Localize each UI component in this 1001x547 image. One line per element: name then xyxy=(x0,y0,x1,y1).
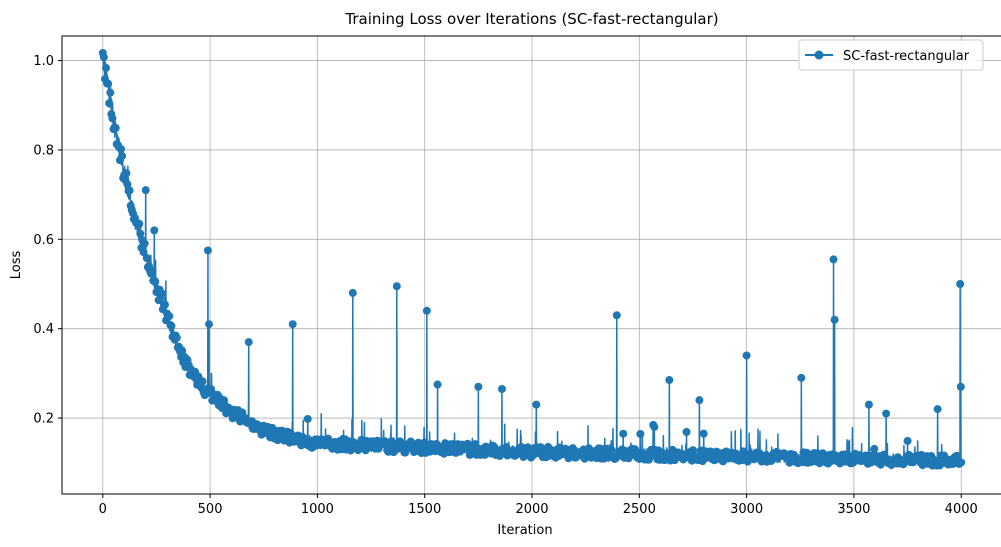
data-point xyxy=(135,219,144,228)
y-tick-label: 0.8 xyxy=(33,143,54,158)
data-point xyxy=(644,455,653,464)
data-point xyxy=(157,289,166,298)
data-point xyxy=(102,63,110,72)
series-markers xyxy=(98,48,966,470)
data-point xyxy=(390,447,399,456)
spike-point xyxy=(665,376,674,385)
y-axis-ticks: 0.2 0.4 0.6 0.8 1.0 xyxy=(33,54,62,427)
series-layer xyxy=(98,48,966,470)
spike-point xyxy=(612,311,621,320)
x-tick-label: 3000 xyxy=(730,502,763,517)
spike-point xyxy=(829,255,838,264)
data-point xyxy=(903,436,912,445)
data-point xyxy=(870,444,879,453)
spike-point xyxy=(742,351,751,360)
x-tick-label: 3500 xyxy=(837,502,870,517)
spike-point xyxy=(933,405,942,414)
spike-point xyxy=(864,400,873,409)
y-axis-label: Loss xyxy=(9,251,24,280)
x-tick-label: 2000 xyxy=(515,502,548,517)
data-point xyxy=(607,445,616,454)
spike-point xyxy=(288,320,297,329)
spike-point xyxy=(532,400,541,409)
spike-point xyxy=(348,288,357,297)
data-point xyxy=(161,300,170,309)
y-tick-label: 0.6 xyxy=(33,233,54,248)
spike-point xyxy=(244,338,253,347)
data-point xyxy=(148,269,157,278)
x-tick-label: 4000 xyxy=(945,502,978,517)
data-point xyxy=(125,186,134,195)
data-point xyxy=(178,346,187,355)
data-point xyxy=(106,88,115,97)
data-point xyxy=(699,429,708,438)
spike-point xyxy=(203,246,212,255)
data-point xyxy=(140,239,149,248)
data-point xyxy=(650,422,659,431)
data-point xyxy=(682,427,691,436)
legend: SC-fast-rectangular xyxy=(798,39,984,71)
y-tick-label: 0.2 xyxy=(33,412,54,427)
spike-point xyxy=(474,382,483,391)
data-point xyxy=(122,169,131,178)
data-point xyxy=(139,248,148,257)
x-tick-label: 1000 xyxy=(301,502,334,517)
legend-marker xyxy=(814,50,824,60)
spike-point xyxy=(956,279,965,288)
data-point xyxy=(876,460,885,469)
data-point xyxy=(123,180,132,189)
data-point xyxy=(165,312,174,321)
spike-point xyxy=(422,306,431,315)
spike-point xyxy=(797,373,806,382)
spike-point xyxy=(141,186,150,195)
data-point xyxy=(118,152,127,161)
grid-lines xyxy=(62,36,1001,494)
data-point xyxy=(688,446,697,455)
spike-point xyxy=(830,315,839,324)
legend-box xyxy=(798,39,984,71)
spike-point xyxy=(497,385,506,393)
data-point xyxy=(111,124,120,132)
spike-point xyxy=(433,380,442,389)
chart-title: Training Loss over Iterations (SC-fast-r… xyxy=(344,10,718,28)
data-point xyxy=(198,377,207,386)
x-tick-label: 500 xyxy=(198,502,223,517)
y-tick-label: 1.0 xyxy=(33,54,54,69)
legend-label: SC-fast-rectangular xyxy=(843,49,970,64)
spike-point xyxy=(150,226,159,235)
data-point xyxy=(619,429,628,438)
x-tick-label: 2500 xyxy=(623,502,656,517)
data-point xyxy=(136,229,145,238)
data-point xyxy=(151,277,160,286)
data-point xyxy=(108,114,117,123)
spike-point xyxy=(392,282,401,291)
spike-point xyxy=(956,382,965,391)
data-point xyxy=(303,414,312,423)
spike-point xyxy=(882,409,891,418)
x-axis-label: Iteration xyxy=(497,523,552,538)
data-point xyxy=(636,429,645,438)
data-point xyxy=(167,321,176,330)
data-point xyxy=(104,79,113,88)
data-point xyxy=(142,254,151,263)
spike-point xyxy=(695,396,704,405)
data-point xyxy=(99,53,108,62)
x-tick-label: 0 xyxy=(99,502,107,517)
spike-point xyxy=(205,320,214,329)
data-point xyxy=(957,458,966,467)
x-tick-label: 1500 xyxy=(408,502,441,517)
data-point xyxy=(105,99,114,108)
data-point xyxy=(172,333,181,342)
data-point xyxy=(117,145,126,154)
x-axis-ticks: 0 500 1000 1500 2000 2500 3000 3500 4000 xyxy=(99,494,978,517)
data-point xyxy=(420,438,429,447)
y-tick-label: 0.4 xyxy=(33,322,54,337)
